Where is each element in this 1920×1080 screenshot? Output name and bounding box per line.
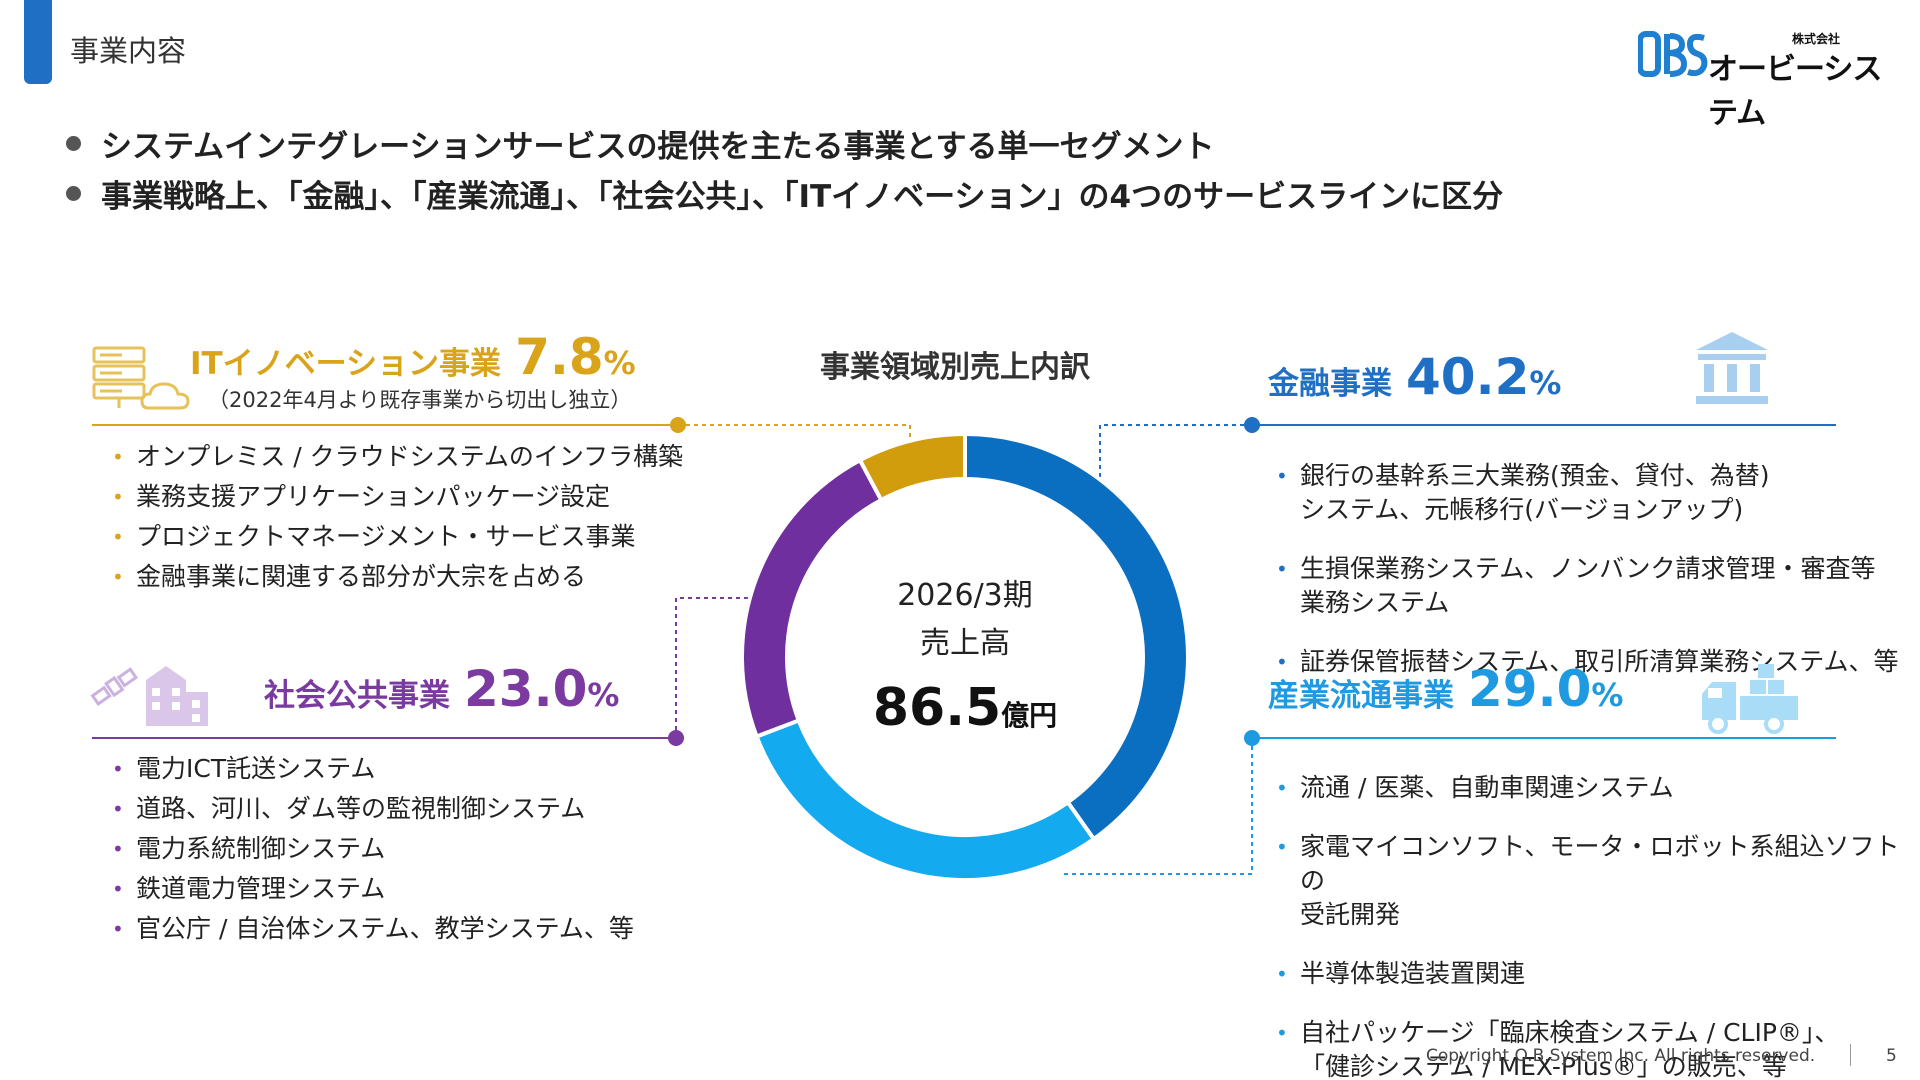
list-item: 金融事業に関連する部分が大宗を占める — [112, 560, 683, 594]
truck-icon — [1700, 662, 1800, 738]
list-item: 流通 / 医薬、自動車関連システム — [1276, 771, 1920, 805]
bullet-dot-icon — [66, 185, 81, 201]
page-title: 事業内容 — [70, 34, 187, 68]
logo-corp-label: 株式会社 — [1792, 32, 1841, 46]
summary-bullet-text: システムインテグレーションサービスの提供を主たる事業とする単一セグメント — [101, 128, 1215, 165]
chart-center-number: 86.5 — [872, 678, 1002, 738]
chart-center-value: 86.5億円 — [840, 678, 1090, 738]
donut-slice-2 — [754, 717, 1097, 882]
list-item: 半導体製造装置関連 — [1276, 957, 1920, 991]
segment-social-pct-sign: % — [587, 676, 620, 714]
list-item: 官公庁 / 自治体システム、教学システム、等 — [112, 912, 634, 946]
list-item: 生損保業務システム、ノンバンク請求管理・審査等 業務システム — [1276, 552, 1899, 620]
segment-social-pct: 23.0 — [464, 660, 588, 718]
chart-center-label: 売上高 — [920, 626, 1010, 661]
summary-bullet-text: 事業戦略上、「金融」、「産業流通」、「社会公共」、「ITイノベーション」の4つの… — [101, 178, 1504, 215]
segment-social-list: 電力ICT託送システム 道路、河川、ダム等の監視制御システム 電力系統制御システ… — [112, 752, 634, 952]
list-item: 鉄道電力管理システム — [112, 872, 634, 906]
summary-bullet: システムインテグレーションサービスの提供を主たる事業とする単一セグメント — [66, 118, 1503, 168]
segment-finance-name: 金融事業 — [1268, 366, 1392, 402]
segment-it-heading: ITイノベーション事業 7.8 % — [190, 328, 636, 386]
segment-it-pct: 7.8 — [515, 328, 604, 386]
obs-logo-mark-icon — [1638, 31, 1708, 77]
list-item: 業務支援アプリケーションパッケージ設定 — [112, 480, 683, 514]
list-item: 銀行の基幹系三大業務(預金、貸付、為替) システム、元帳移行(バージョンアップ) — [1276, 459, 1899, 527]
footer-divider — [1850, 1044, 1851, 1066]
segment-industry-list: 流通 / 医薬、自動車関連システム 家電マイコンソフト、モータ・ロボット系組込ソ… — [1276, 752, 1920, 1080]
footer-copyright: Copyright O.B.System Inc. All rights res… — [1426, 1046, 1816, 1066]
segment-finance-pct: 40.2 — [1406, 348, 1530, 406]
chart-center-period: 2026/3期 — [897, 578, 1033, 613]
segment-it-pct-sign: % — [603, 344, 636, 382]
revenue-donut-chart — [740, 432, 1190, 882]
list-item: 道路、河川、ダム等の監視制御システム — [112, 792, 634, 826]
segment-industry-heading: 産業流通事業 29.0 % — [1268, 660, 1623, 718]
segment-social-heading: 社会公共事業 23.0 % — [264, 660, 619, 718]
company-logo: 株式会社 オービーシステム — [1638, 26, 1890, 131]
list-item: オンプレミス / クラウドシステムのインフラ構築 — [112, 440, 683, 474]
segment-industry-pct: 29.0 — [1468, 660, 1592, 718]
list-item: 自社パッケージ「臨床検査システム / CLIP®」、 「健診システム / MEX… — [1276, 1016, 1920, 1080]
segment-it-name: ITイノベーション事業 — [190, 346, 502, 382]
segment-it-list: オンプレミス / クラウドシステムのインフラ構築 業務支援アプリケーションパッケ… — [112, 440, 683, 600]
summary-bullets: システムインテグレーションサービスの提供を主たる事業とする単一セグメント 事業戦… — [66, 118, 1503, 218]
server-cloud-icon — [92, 346, 204, 416]
page-number: 5 — [1886, 1046, 1897, 1066]
bullet-dot-icon — [66, 135, 81, 151]
list-item: 電力系統制御システム — [112, 832, 634, 866]
segment-industry-pct-sign: % — [1591, 676, 1624, 714]
segment-finance-heading: 金融事業 40.2 % — [1268, 348, 1561, 406]
list-item: 家電マイコンソフト、モータ・ロボット系組込ソフトの 受託開発 — [1276, 830, 1920, 932]
list-item: 証券保管振替システム、取引所清算業務システム、等 — [1276, 645, 1899, 679]
summary-bullet: 事業戦略上、「金融」、「産業流通」、「社会公共」、「ITイノベーション」の4つの… — [66, 168, 1503, 218]
header-accent-bar — [24, 0, 52, 84]
list-item: 電力ICT託送システム — [112, 752, 634, 786]
segment-industry-name: 産業流通事業 — [1268, 678, 1454, 714]
bank-icon — [1692, 330, 1772, 410]
chart-center-unit: 億円 — [1001, 699, 1058, 732]
segment-it-note: （2022年4月より既存事業から切出し独立） — [208, 388, 632, 412]
segment-social-name: 社会公共事業 — [264, 678, 450, 714]
donut-slice-1 — [963, 432, 1190, 842]
segment-finance-pct-sign: % — [1529, 364, 1562, 402]
segment-finance-list: 銀行の基幹系三大業務(預金、貸付、為替) システム、元帳移行(バージョンアップ)… — [1276, 440, 1899, 704]
donut-slice-4 — [857, 432, 967, 503]
satellite-building-icon — [88, 658, 212, 732]
chart-title: 事業領域別売上内訳 — [820, 350, 1090, 385]
logo-company-name: オービーシステム — [1708, 52, 1882, 131]
list-item: プロジェクトマネージメント・サービス事業 — [112, 520, 683, 554]
